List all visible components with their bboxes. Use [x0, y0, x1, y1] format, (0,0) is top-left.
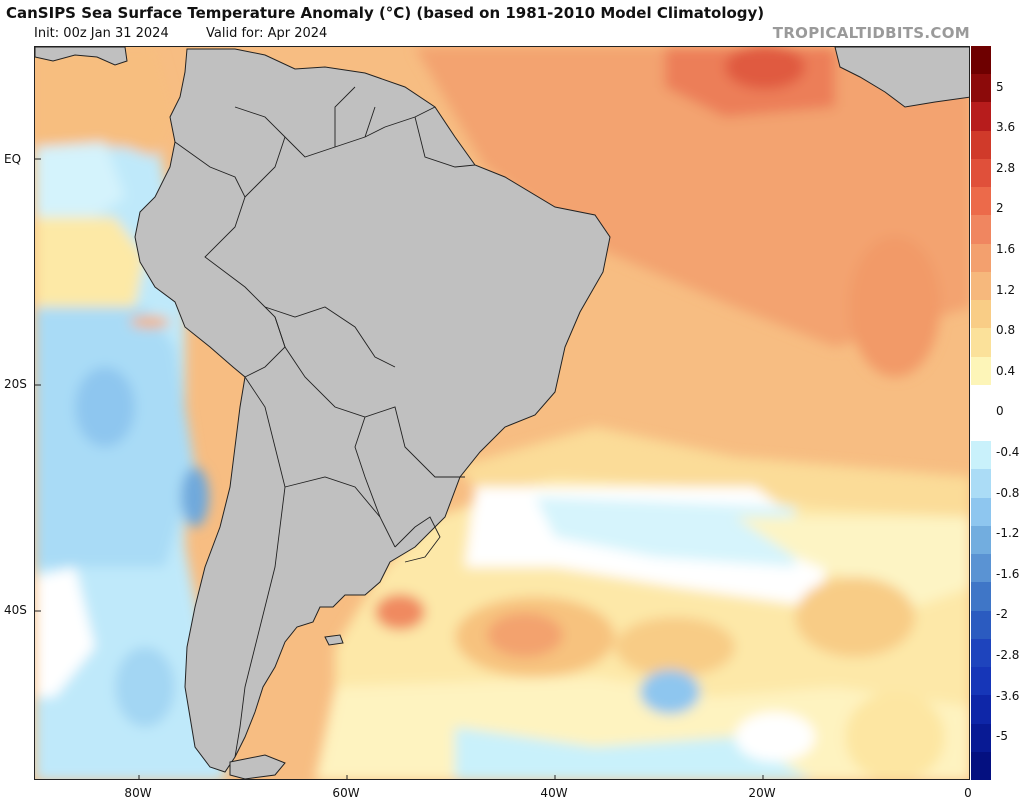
colorbar-label: 2.8: [996, 160, 1016, 175]
init-time: Init: 00z Jan 31 2024: [34, 26, 169, 41]
lat-label-eq: EQ: [4, 152, 22, 166]
colorbar-segment: [971, 441, 991, 470]
colorbar-label: 5: [996, 79, 1004, 94]
sst-anomaly-map: [34, 46, 970, 780]
valid-time: Valid for: Apr 2024: [206, 26, 328, 41]
lon-label-40w: 40W: [540, 786, 568, 800]
colorbar-segment: [971, 356, 991, 386]
country-borders: [174, 86, 476, 758]
colorbar-label: 0.4: [996, 363, 1016, 378]
colorbar-label: 0: [996, 404, 1004, 419]
lon-label-80w: 80W: [124, 786, 152, 800]
colorbar-segment: [971, 554, 991, 583]
colorbar-label: -1.6: [996, 566, 1020, 581]
colorbar-segment: [971, 215, 991, 245]
colorbar-label: 0.8: [996, 323, 1016, 338]
map-canvas: [35, 47, 969, 779]
colorbar-segment: [971, 469, 991, 499]
map-ticks: [35, 158, 764, 779]
colorbar-segment: [971, 610, 991, 640]
landmass: [35, 47, 969, 779]
colorbar-segment: [971, 74, 991, 103]
colorbar-segment: [971, 300, 991, 329]
colorbar-label: -1.2: [996, 526, 1020, 541]
colorbar-label: 1.6: [996, 242, 1016, 256]
colorbar-segment: [971, 271, 991, 301]
colorbar-segment: [971, 723, 991, 753]
colorbar-segment: [971, 187, 991, 216]
colorbar-label: -2.8: [996, 648, 1020, 662]
colorbar-segment: [971, 638, 991, 668]
colorbar-segment: [971, 46, 991, 75]
colorbar-label: 2: [996, 201, 1004, 216]
colorbar-segment: [971, 413, 991, 442]
chart-title: CanSIPS Sea Surface Temperature Anomaly …: [6, 4, 765, 22]
colorbar: [971, 46, 991, 781]
colorbar-segment: [971, 384, 991, 414]
lat-label-20s: 20S: [4, 377, 27, 391]
colorbar-segment: [971, 102, 991, 132]
lon-label-60w: 60W: [332, 786, 360, 800]
colorbar-segment: [971, 751, 991, 781]
colorbar-segment: [971, 525, 991, 555]
lon-label-0: 0: [964, 786, 972, 800]
colorbar-segment: [971, 130, 991, 160]
colorbar-segment: [971, 328, 991, 358]
colorbar-label: -0.4: [996, 445, 1020, 459]
colorbar-segment: [971, 243, 991, 273]
colorbar-segment: [971, 667, 991, 696]
colorbar-segment: [971, 695, 991, 725]
lat-label-40s: 40S: [4, 603, 27, 617]
colorbar-label: -5: [996, 729, 1008, 744]
colorbar-segment: [971, 158, 991, 188]
colorbar-label: -2: [996, 607, 1008, 622]
lon-label-20w: 20W: [748, 786, 776, 800]
colorbar-label: -3.6: [996, 688, 1020, 703]
colorbar-label: 1.2: [996, 282, 1016, 297]
colorbar-label: 3.6: [996, 120, 1016, 135]
colorbar-label: -0.8: [996, 485, 1020, 500]
colorbar-segment: [971, 582, 991, 612]
site-brand: TROPICALTIDBITS.COM: [772, 24, 970, 42]
colorbar-segment: [971, 497, 991, 527]
